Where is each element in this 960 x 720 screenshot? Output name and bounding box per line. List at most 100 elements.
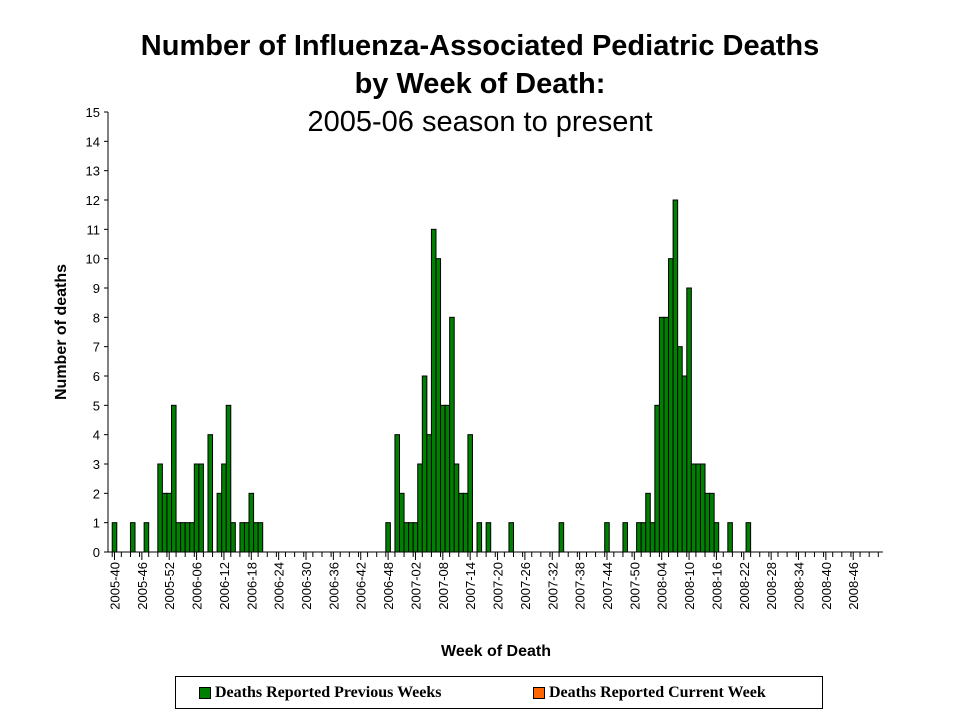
bar-2007-08: [440, 404, 446, 553]
x-tick-label: 2007-50: [627, 562, 642, 610]
bar-2006-16: [239, 522, 245, 553]
bar-2007-44: [604, 522, 610, 553]
x-tick-label: 2007-26: [518, 562, 533, 610]
bar-2007-09: [444, 404, 451, 553]
bar-2005-44: [129, 522, 136, 553]
y-tick-label: 8: [93, 310, 100, 325]
y-tick-label: 2: [93, 486, 100, 501]
legend-label: Deaths Reported Current Week: [549, 684, 766, 701]
bar-2007-11: [453, 463, 460, 553]
x-tick-label: 2006-36: [326, 562, 341, 610]
bar-2007-16: [476, 522, 483, 553]
bar-2006-04: [184, 522, 191, 553]
bar-2007-14: [467, 434, 473, 553]
x-tick-label: 2006-18: [244, 562, 259, 610]
bar-2007-13: [462, 492, 469, 553]
x-tick-label: 2006-06: [190, 562, 205, 610]
x-tick-label: 2008-04: [655, 562, 670, 610]
bar-2008-09: [681, 375, 688, 553]
bar-2006-12: [221, 463, 227, 553]
y-axis-title: Number of deaths: [53, 264, 70, 400]
bar-2007-12: [458, 492, 464, 553]
y-tick-label: 14: [86, 134, 100, 149]
x-tick-label: 2007-38: [573, 562, 588, 610]
legend: Deaths Reported Previous Weeks Deaths Re…: [175, 676, 823, 709]
y-tick-label: 0: [93, 545, 100, 560]
bar-2008-07: [672, 199, 679, 553]
bar-2008-10: [686, 287, 692, 553]
bar-2007-02: [412, 522, 419, 553]
bar-2007-51: [636, 522, 642, 553]
bar-2006-50: [394, 434, 401, 553]
bar-2006-11: [216, 492, 223, 553]
x-tick-label: 2008-16: [709, 562, 724, 610]
bars-group: [111, 199, 752, 553]
bar-2008-05: [663, 316, 670, 553]
y-tick-label: 11: [87, 222, 101, 237]
bar-2008-13: [699, 463, 706, 553]
y-tick-label: 9: [93, 281, 100, 296]
legend-label: Deaths Reported Previous Weeks: [215, 684, 442, 701]
bar-2008-14: [704, 492, 711, 553]
x-tick-label: 2007-14: [463, 562, 478, 610]
bar-2006-51: [399, 492, 405, 553]
x-tick-label: 2008-40: [819, 562, 834, 610]
bar-2006-19: [253, 522, 259, 553]
bar-2006-48: [385, 522, 391, 553]
bar-2006-20: [257, 522, 264, 553]
y-tick-label: 1: [93, 516, 100, 531]
x-tick-label: 2008-34: [792, 562, 807, 610]
y-tick-label: 3: [93, 457, 100, 472]
bar-2007-04: [421, 375, 428, 553]
bar-2008-08: [677, 346, 683, 553]
x-tick-label: 2007-44: [600, 562, 615, 610]
chart-subtitle: 2005-06 season to present: [307, 106, 653, 138]
x-tick-label: 2006-30: [299, 562, 314, 610]
x-tick-label: 2006-42: [354, 562, 369, 610]
bar-2007-48: [622, 522, 629, 553]
bar-2008-23: [745, 522, 752, 553]
bar-2007-23: [508, 522, 515, 553]
bar-2007-18: [485, 522, 492, 553]
x-tick-label: 2005-40: [108, 562, 123, 610]
x-tick-label: 2007-02: [408, 562, 423, 610]
bar-2008-04: [658, 316, 665, 553]
y-tick-label: 4: [93, 428, 100, 443]
x-tick-label: 2005-52: [162, 562, 177, 610]
bar-2007-05: [426, 434, 432, 553]
bar-2007-06: [430, 228, 437, 553]
x-tick-label: 2007-20: [491, 562, 506, 610]
bar-2007-52: [640, 522, 647, 553]
x-tick-label: 2006-24: [272, 562, 287, 610]
bar-2006-17: [243, 522, 250, 553]
legend-item-current-week: Deaths Reported Current Week: [533, 684, 766, 702]
bar-2008-02: [649, 522, 656, 553]
bar-2006-06: [193, 463, 200, 553]
y-tick-label: 5: [93, 398, 100, 413]
x-tick-label: 2008-28: [764, 562, 779, 610]
bar-2005-47: [143, 522, 150, 553]
x-tick-label: 2005-46: [135, 562, 150, 610]
bar-2007-01: [408, 522, 414, 553]
y-tick-label: 12: [86, 193, 100, 208]
bar-2006-09: [207, 434, 214, 553]
bar-2008-06: [668, 258, 674, 553]
bar-2006-02: [175, 522, 182, 553]
bar-2006-03: [180, 522, 186, 553]
bar-2006-13: [225, 404, 232, 553]
bar-2006-18: [248, 492, 255, 553]
legend-swatch-orange: [533, 687, 545, 699]
x-tick-label: 2006-48: [381, 562, 396, 610]
x-tick-label: 2007-08: [436, 562, 451, 610]
legend-item-previous-weeks: Deaths Reported Previous Weeks: [199, 684, 442, 702]
bar-2005-52: [166, 492, 173, 553]
bar-2005-40: [111, 522, 118, 553]
bar-2008-19: [727, 522, 733, 553]
bar-2007-03: [417, 463, 423, 553]
bar-2007-34: [558, 522, 565, 553]
bar-2008-15: [709, 492, 715, 553]
x-tick-label: 2008-22: [737, 562, 752, 610]
y-tick-label: 13: [86, 164, 100, 179]
bar-2005-50: [157, 463, 163, 553]
